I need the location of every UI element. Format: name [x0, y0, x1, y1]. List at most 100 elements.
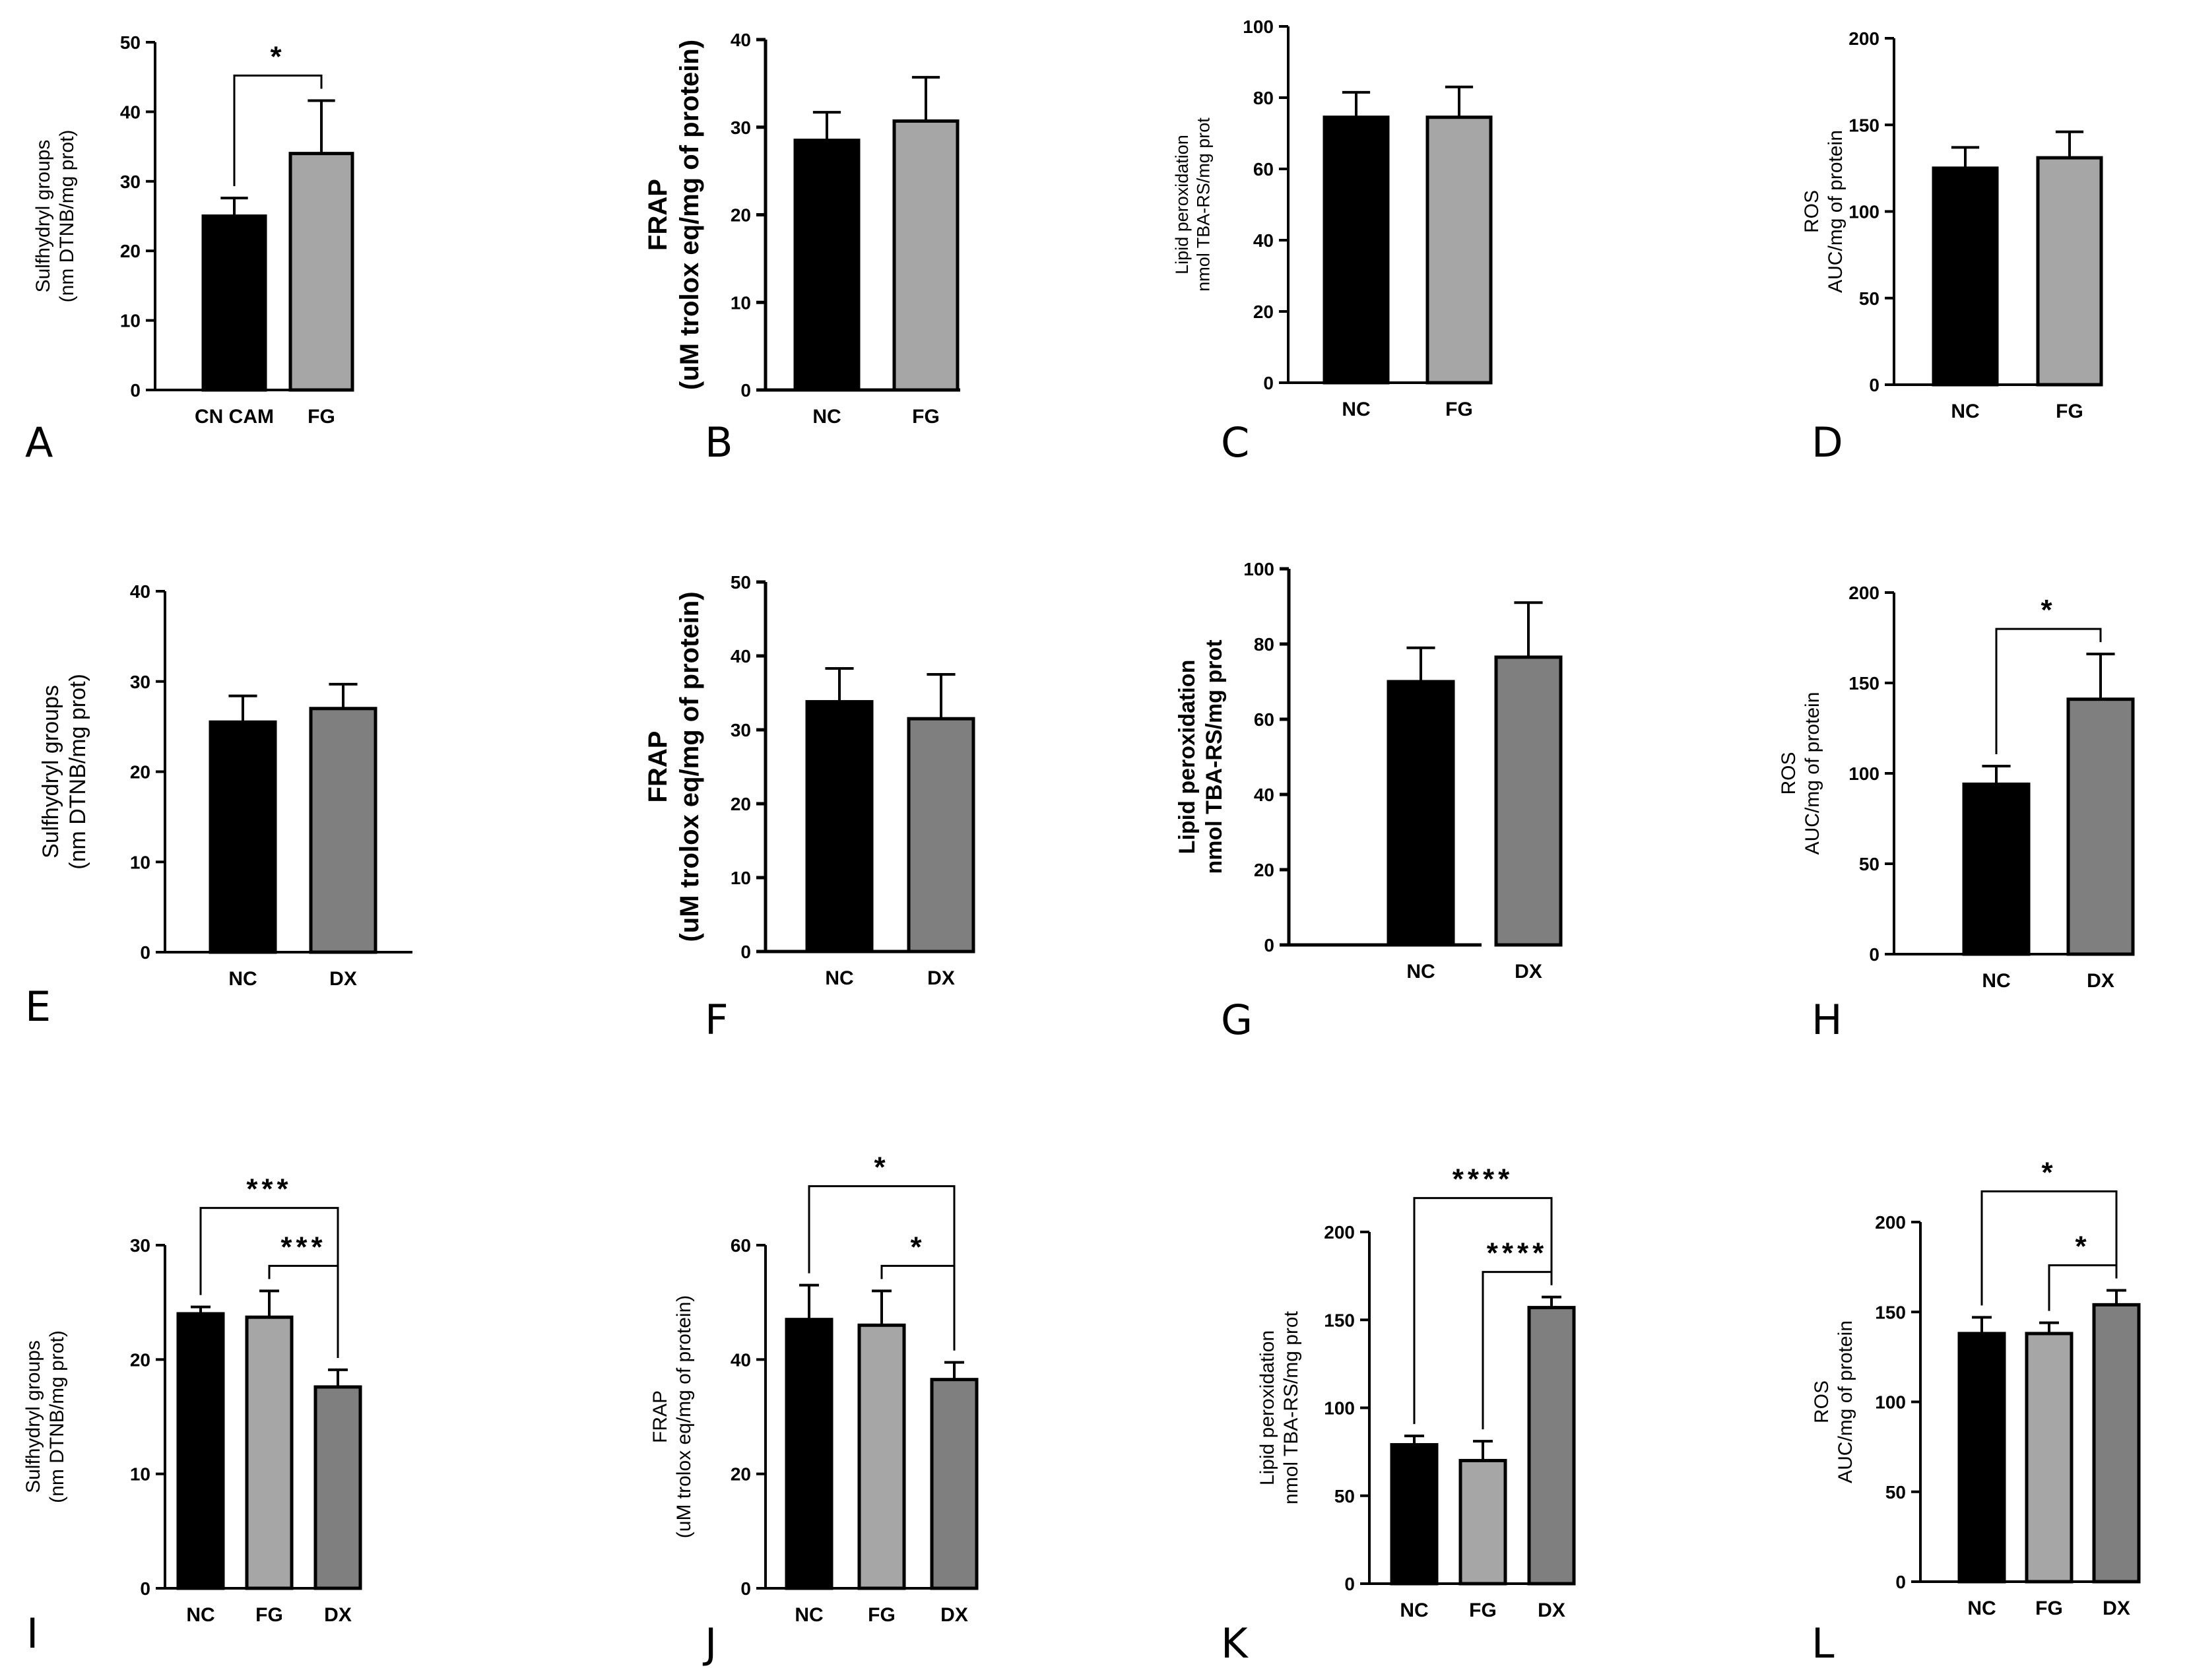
x-tick-label-f: NC — [825, 967, 853, 989]
bar-i-fg — [245, 1315, 294, 1590]
x-tick-label-b: FG — [912, 406, 940, 428]
bar-l-nc — [1957, 1332, 2006, 1584]
y-tick-label-l: 150 — [1875, 1302, 1906, 1322]
y-tick-label-d: 100 — [1848, 202, 1879, 222]
bar-f-nc — [805, 699, 874, 953]
y-tick-label-a: 20 — [120, 241, 141, 261]
y-tick-label-i: 0 — [140, 1578, 150, 1599]
y-axis-label-line-i: Sulfhydryl groups — [22, 1340, 44, 1493]
bar-j-fg — [857, 1323, 906, 1590]
y-axis-label-line-e: Sulfhydryl groups — [38, 685, 63, 858]
y-tick-label-k: 50 — [1334, 1486, 1355, 1506]
y-axis-label-line-f: (uM trolox eq/mg of protein) — [675, 591, 704, 942]
y-tick-label-f: 50 — [731, 572, 751, 593]
y-tick-label-c: 20 — [1253, 302, 1274, 322]
y-axis-label-line-k: nmol TBA-RS/mg prot — [1280, 1310, 1302, 1504]
y-axis-label-line-g: nmol TBA-RS/mg prot — [1202, 639, 1227, 874]
bar-d-nc — [1932, 166, 1999, 387]
y-tick-label-g: 60 — [1254, 709, 1274, 730]
y-tick-label-c: 0 — [1263, 373, 1274, 393]
y-axis-label-line-i: (nm DTNB/mg prot) — [46, 1330, 68, 1503]
y-tick-label-k: 100 — [1324, 1398, 1355, 1419]
y-axis-label-line-d: AUC/mg of protein — [1825, 130, 1846, 293]
y-axis-label-line-c: Lipid peroxidation — [1172, 135, 1192, 275]
bar-c-fg — [1425, 115, 1493, 385]
x-tick-label-h: NC — [1982, 970, 2010, 992]
y-tick-label-b: 10 — [731, 292, 751, 313]
y-tick-label-k: 0 — [1344, 1574, 1355, 1594]
bar-b-fg — [892, 119, 960, 392]
x-tick-label-l: NC — [1967, 1598, 1996, 1619]
bar-b-nc — [793, 139, 861, 392]
y-axis-label-line-b: (uM trolox eq/mg of protein) — [675, 40, 704, 390]
y-tick-label-a: 40 — [120, 102, 141, 122]
y-axis-label-d: ROS AUC/mg of protein — [1801, 130, 1846, 293]
x-tick-label-b: NC — [812, 406, 841, 428]
y-axis-label-h: ROS AUC/mg of protein — [1778, 692, 1823, 855]
bar-a-fg — [288, 152, 354, 392]
y-tick-label-d: 50 — [1859, 288, 1879, 309]
y-tick-label-j: 20 — [731, 1464, 751, 1485]
panel-letter-k: K — [1221, 1619, 1248, 1667]
y-tick-label-g: 40 — [1254, 785, 1274, 805]
y-axis-label-g: Lipid peroxidationnmol TBA-RS/mg prot — [1175, 639, 1227, 874]
y-tick-label-h: 150 — [1848, 673, 1879, 694]
panel-letter-h: H — [1812, 996, 1843, 1044]
x-tick-label-l: FG — [2035, 1598, 2063, 1619]
significance-label-h: * — [2041, 594, 2056, 626]
significance-label-l: * — [2041, 1157, 2056, 1189]
y-tick-label-e: 10 — [130, 852, 150, 872]
significance-bracket-j — [808, 1185, 956, 1351]
y-axis-label-i: Sulfhydryl groups (nm DTNB/mg prot) — [22, 1330, 68, 1503]
bar-j-nc — [785, 1318, 833, 1590]
x-tick-label-i: DX — [324, 1604, 352, 1626]
y-tick-label-k: 200 — [1324, 1222, 1355, 1243]
x-tick-label-a: CN CAM — [195, 406, 274, 428]
y-axis-label-j: FRAP (uM trolox eq/mg of protein) — [649, 1295, 695, 1538]
x-tick-label-f: DX — [927, 967, 955, 989]
bar-h-dx — [2066, 697, 2135, 956]
bar-c-nc — [1323, 115, 1390, 385]
panel-letter-l: L — [1812, 1619, 1835, 1667]
x-tick-label-c: FG — [1445, 399, 1473, 420]
y-tick-label-b: 0 — [740, 380, 751, 401]
significance-label-k: **** — [1487, 1237, 1548, 1270]
y-tick-label-f: 10 — [731, 868, 751, 888]
y-tick-label-e: 40 — [130, 581, 150, 602]
x-tick-label-k: NC — [1400, 1599, 1428, 1621]
y-tick-label-e: 30 — [130, 672, 150, 692]
y-tick-label-a: 10 — [120, 311, 141, 331]
y-tick-label-c: 80 — [1253, 88, 1274, 108]
panel-letter-i: I — [26, 1609, 39, 1658]
y-axis-label-line-h: ROS — [1778, 752, 1800, 794]
y-axis-label-a: Sulfhydryl groups (nm DTNB/mg prot) — [32, 130, 78, 303]
significance-bracket-k — [1413, 1197, 1553, 1425]
bar-k-dx — [1527, 1306, 1576, 1586]
y-axis-label-line-l: AUC/mg of protein — [1835, 1320, 1856, 1483]
y-tick-label-d: 150 — [1848, 115, 1879, 135]
panel-letter-d: D — [1812, 418, 1843, 467]
y-axis-label-line-d: ROS — [1801, 190, 1823, 233]
y-axis-label-l: ROS AUC/mg of protein — [1811, 1320, 1856, 1483]
y-axis-label-line-a: Sulfhydryl groups — [32, 140, 54, 293]
y-tick-label-d: 0 — [1869, 375, 1879, 395]
y-tick-label-a: 50 — [120, 32, 141, 53]
y-axis-label-line-j: (uM trolox eq/mg of protein) — [673, 1295, 695, 1538]
y-tick-label-f: 40 — [731, 646, 751, 666]
significance-label-j: * — [874, 1151, 889, 1184]
significance-label-i: *** — [280, 1231, 326, 1263]
y-tick-label-e: 0 — [140, 942, 150, 963]
x-tick-label-j: DX — [940, 1604, 968, 1626]
x-tick-label-d: NC — [1951, 401, 1979, 422]
panel-letter-j: J — [705, 1619, 717, 1667]
x-tick-label-g: NC — [1406, 961, 1435, 983]
y-tick-label-h: 50 — [1859, 854, 1879, 874]
y-tick-label-c: 60 — [1253, 159, 1274, 179]
bar-k-nc — [1390, 1442, 1439, 1586]
x-tick-label-k: FG — [1469, 1599, 1497, 1621]
y-tick-label-l: 0 — [1895, 1572, 1906, 1592]
x-tick-label-k: DX — [1538, 1599, 1565, 1621]
significance-bracket-a — [233, 75, 323, 187]
x-tick-label-d: FG — [2056, 401, 2083, 422]
